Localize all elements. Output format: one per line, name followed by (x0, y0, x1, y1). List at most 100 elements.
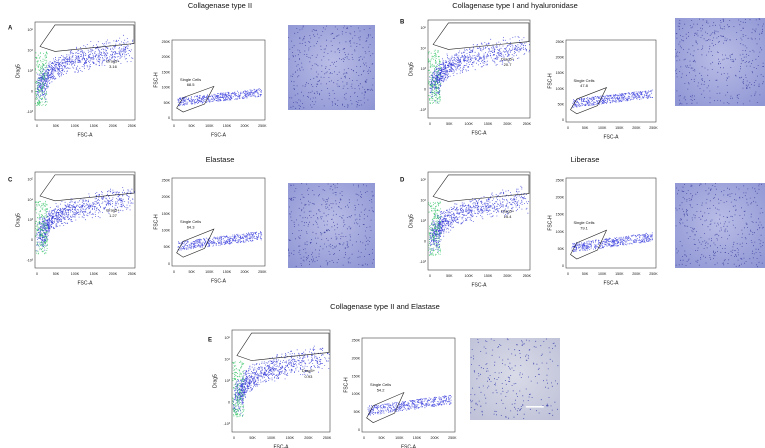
y-tick-label: 150K (556, 213, 565, 217)
y-tick-label: 150K (556, 71, 565, 75)
y-axis-label: Drag5 (15, 213, 21, 227)
micrograph (675, 18, 765, 106)
scale-bar (525, 406, 544, 408)
dense-events (35, 51, 48, 106)
y-tick-label: 250K (556, 40, 565, 44)
y-tick-label: 0 (168, 262, 170, 266)
panel-title: Liberase (571, 155, 600, 164)
x-tick-label: 200K (109, 124, 118, 128)
gate-value: 79.1 (580, 225, 589, 230)
y-tick-label: 200K (556, 56, 565, 60)
y-tick-label: -10³ (420, 108, 427, 112)
x-tick-label: 150K (484, 274, 493, 278)
panel-letter: A (8, 26, 13, 32)
x-tick-label: 250K (649, 272, 658, 276)
y-tick-label: 100K (162, 229, 171, 233)
gate-value: 47.8 (580, 83, 589, 88)
x-tick-label: 150K (615, 272, 624, 276)
y-tick-label: 10³ (225, 379, 231, 383)
x-tick-label: 100K (598, 272, 607, 276)
y-axis-label: FSC-H (153, 214, 159, 230)
panel-title: Collagenase type II (188, 1, 252, 10)
event-dots (572, 89, 653, 108)
gate-value: 54.2 (377, 388, 386, 393)
y-axis-label: Drag5 (212, 374, 218, 388)
gate (570, 229, 608, 260)
y-tick-label: 150K (352, 374, 361, 378)
x-axis-label: FSC-A (472, 130, 488, 136)
gate-name: Drag5+ (302, 368, 316, 373)
y-tick-label: -10³ (27, 258, 34, 262)
y-tick-label: 0 (31, 238, 33, 242)
x-tick-label: 250K (258, 270, 267, 274)
x-tick-label: 250K (523, 122, 532, 126)
y-tick-label: 150K (162, 212, 171, 216)
x-tick-label: 100K (598, 126, 607, 130)
micrograph (675, 183, 765, 268)
event-dots (571, 232, 653, 253)
y-tick-label: 10⁵ (421, 178, 427, 182)
y-tick-label: 200K (162, 55, 171, 59)
y-axis-label: Drag5 (408, 62, 414, 76)
x-tick-label: 200K (109, 272, 118, 276)
y-tick-label: 50K (558, 247, 565, 251)
x-tick-label: 100K (465, 122, 474, 126)
plot-frame (171, 177, 266, 267)
x-tick-label: 150K (223, 270, 232, 274)
x-tick-label: 100K (71, 272, 80, 276)
x-tick-label: 200K (632, 126, 641, 130)
y-tick-label: 10⁴ (420, 198, 426, 202)
x-tick-label: 250K (128, 124, 137, 128)
y-tick-label: 50K (354, 410, 361, 414)
x-tick-label: 200K (430, 436, 439, 440)
dense-events (428, 201, 441, 256)
x-tick-label: 250K (128, 272, 137, 276)
plot-frame (231, 329, 331, 433)
y-tick-label: -10³ (27, 110, 34, 114)
x-tick-label: 0 (173, 270, 175, 274)
panel-letter: E (208, 338, 212, 344)
y-tick-label: 10³ (28, 218, 34, 222)
x-tick-label: 200K (240, 124, 249, 128)
y-tick-label: 10⁵ (421, 26, 427, 30)
y-tick-label: 10³ (421, 219, 427, 223)
y-tick-label: 50K (164, 101, 171, 105)
x-tick-label: 250K (258, 124, 267, 128)
y-tick-label: 10⁴ (224, 358, 230, 362)
x-axis-label: FSC-A (78, 280, 94, 286)
event-dots (429, 36, 530, 104)
gate-name: Single Cells (370, 382, 391, 387)
x-tick-label: 50K (188, 270, 195, 274)
y-tick-label: 200K (352, 357, 361, 361)
micrograph (470, 338, 560, 420)
y-tick-label: 150K (162, 70, 171, 74)
gate-value: 0.93 (305, 374, 314, 379)
x-axis-label: FSC-A (78, 132, 94, 138)
y-tick-label: 10³ (421, 67, 427, 71)
cell-specks (675, 183, 764, 268)
gate (176, 85, 215, 113)
gate-value: 68.5 (187, 82, 196, 87)
y-tick-label: 0 (424, 88, 426, 92)
plot-frame (361, 337, 456, 433)
x-tick-label: 150K (413, 436, 422, 440)
event-dots (367, 395, 452, 416)
y-tick-label: 0 (358, 428, 360, 432)
x-tick-label: 0 (567, 272, 569, 276)
x-tick-label: 50K (188, 124, 195, 128)
plot-frame (171, 39, 266, 121)
dense-events (428, 49, 441, 104)
plot-frame (34, 171, 136, 269)
y-tick-label: 0 (562, 118, 564, 122)
y-tick-label: 0 (228, 400, 230, 404)
y-tick-label: 100K (556, 87, 565, 91)
gate-name: Single Cells (180, 77, 201, 82)
x-tick-label: 150K (223, 124, 232, 128)
plot-frame (34, 21, 136, 121)
x-axis-label: FSC-A (211, 278, 227, 284)
y-tick-label: 10³ (28, 69, 34, 73)
x-tick-label: 0 (36, 124, 38, 128)
x-tick-label: 0 (363, 436, 365, 440)
panel-title: Elastase (206, 155, 235, 164)
